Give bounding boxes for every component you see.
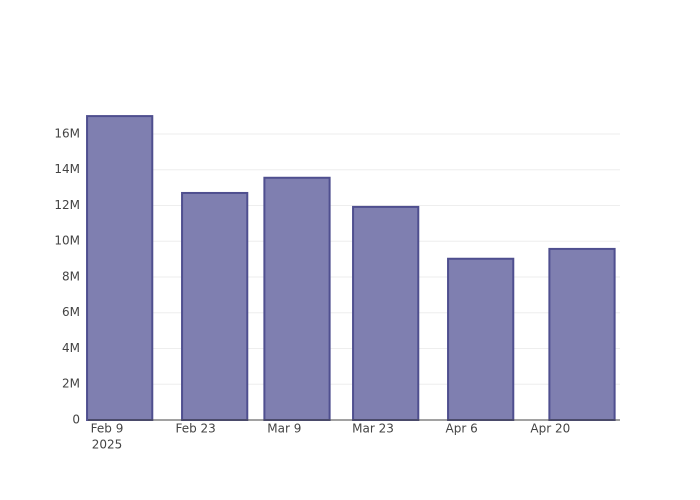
x-year-label: 2025 <box>92 438 123 452</box>
bar <box>447 257 515 421</box>
bar <box>181 191 249 421</box>
x-tick-label: Feb 9 <box>91 422 124 436</box>
y-tick-label: 4M <box>62 341 80 355</box>
x-tick-label: Feb 23 <box>175 422 215 436</box>
bar <box>352 205 420 421</box>
x-tick-label: Apr 20 <box>530 422 570 436</box>
y-tick-label: 16M <box>54 126 80 140</box>
y-tick-label: 6M <box>62 305 80 319</box>
y-tick-label: 10M <box>54 234 80 248</box>
x-tick-label: Mar 23 <box>352 422 394 436</box>
y-tick-label: 2M <box>62 377 80 391</box>
y-tick-label: 8M <box>62 269 80 283</box>
y-tick-label: 14M <box>54 162 80 176</box>
bar <box>263 176 331 421</box>
x-tick-label: Mar 9 <box>267 422 301 436</box>
y-tick-label: 0 <box>72 413 80 427</box>
y-tick-label: 12M <box>54 198 80 212</box>
bar <box>548 247 616 421</box>
x-tick-label: Apr 6 <box>446 422 478 436</box>
bar <box>86 115 154 421</box>
